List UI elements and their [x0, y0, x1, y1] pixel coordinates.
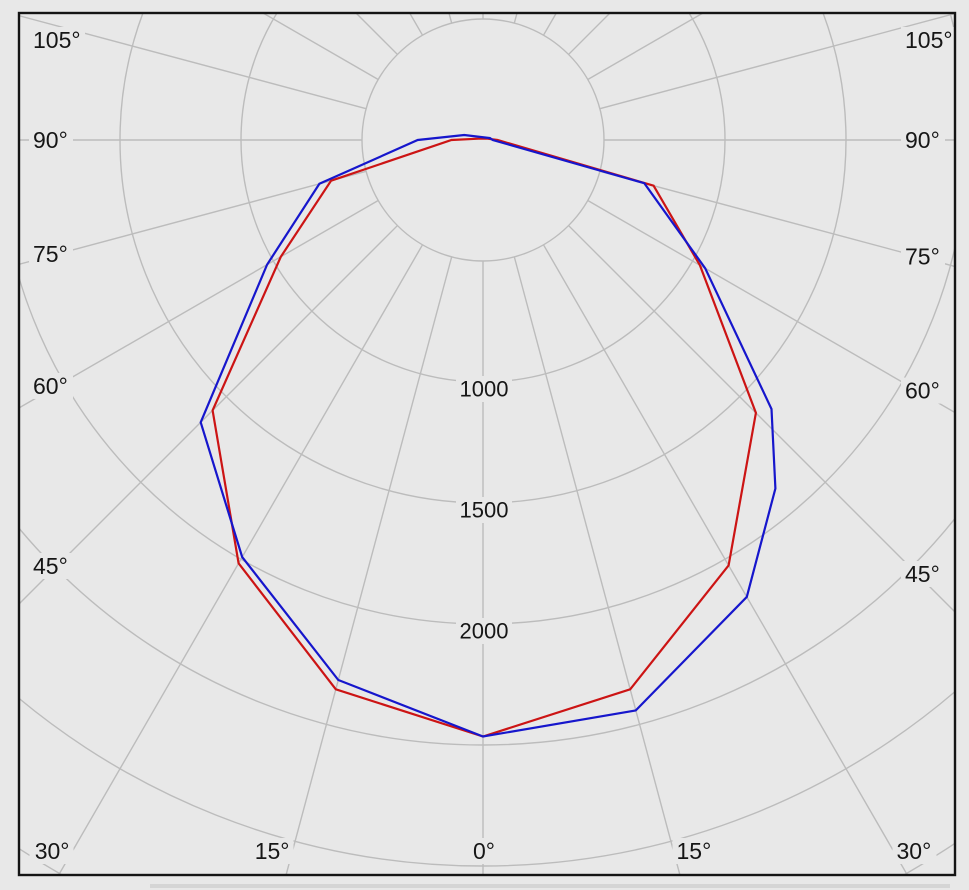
- bottom-edge-artifact: [150, 884, 950, 888]
- label-mask: [29, 27, 85, 53]
- angle-label-left-105deg: 105°: [33, 27, 81, 53]
- angle-spoke: [568, 225, 955, 613]
- label-mask: [29, 372, 73, 399]
- angle-label-right-105deg: 105°: [905, 27, 953, 53]
- label-mask: [672, 838, 717, 864]
- angle-spoke: [57, 244, 424, 875]
- label-mask: [29, 241, 73, 268]
- label-mask: [456, 618, 512, 644]
- angle-label-left-60deg: 60°: [33, 373, 68, 399]
- label-mask: [901, 127, 945, 153]
- angle-label-bottom-right-15deg: 15°: [677, 838, 712, 864]
- label-mask: [901, 377, 945, 404]
- angle-label-bottom-left-15deg: 15°: [255, 838, 290, 864]
- radial-label-1500: 1500: [460, 498, 509, 523]
- angle-label-right-60deg: 60°: [905, 378, 940, 404]
- label-mask: [249, 838, 294, 864]
- angle-label-bottom-left-30deg: 30°: [35, 838, 70, 864]
- curve-plane-blue: [199, 133, 777, 738]
- label-mask: [456, 497, 512, 523]
- radial-label-2000: 2000: [460, 619, 509, 644]
- angle-label-left-90deg: 90°: [33, 127, 68, 153]
- angle-tick-labels: 105° 90° 75° 60° 45° 30° 15° 0° 15° 30° 45° 60° 75° 9…: [29, 27, 957, 864]
- label-mask: [892, 838, 937, 864]
- angle-label-bottom-center-0deg: 0°: [473, 838, 495, 864]
- angle-label-right-75deg: 75°: [905, 243, 940, 269]
- label-mask: [29, 553, 73, 579]
- angle-spoke: [19, 170, 367, 266]
- angle-spoke: [19, 225, 398, 605]
- label-mask: [901, 27, 957, 53]
- angle-label-right-90deg: 90°: [905, 127, 940, 153]
- angle-spoke: [599, 170, 955, 268]
- angle-spoke: [19, 14, 367, 110]
- angle-spoke: [542, 244, 909, 875]
- intensity-curves: [199, 133, 777, 738]
- radial-label-1000: 1000: [460, 377, 509, 402]
- angle-label-right-45deg: 45°: [905, 561, 940, 587]
- label-mask: [29, 127, 73, 153]
- angle-spoke: [587, 199, 955, 414]
- label-mask: [456, 376, 512, 402]
- angle-label-bottom-right-30deg: 30°: [896, 838, 931, 864]
- angle-label-left-75deg: 75°: [33, 241, 68, 267]
- label-mask: [901, 243, 945, 270]
- plot-frame: [17, 11, 957, 877]
- angle-spoke: [599, 13, 955, 110]
- label-mask: [901, 561, 945, 587]
- angle-spoke: [19, 199, 379, 409]
- label-mask: [468, 838, 500, 864]
- angle-label-left-45deg: 45°: [33, 553, 68, 579]
- label-mask: [29, 838, 74, 864]
